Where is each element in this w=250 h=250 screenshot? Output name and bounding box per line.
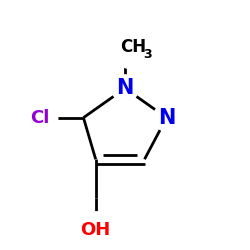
Circle shape [21,99,58,136]
Text: 3: 3 [143,48,152,60]
Text: N: N [116,78,134,98]
Text: N: N [158,108,175,128]
Text: Cl: Cl [30,109,49,127]
Circle shape [77,212,114,248]
Text: OH: OH [80,221,111,239]
Text: CH: CH [120,38,146,56]
Circle shape [153,104,180,131]
Circle shape [112,75,138,102]
Circle shape [110,25,154,69]
